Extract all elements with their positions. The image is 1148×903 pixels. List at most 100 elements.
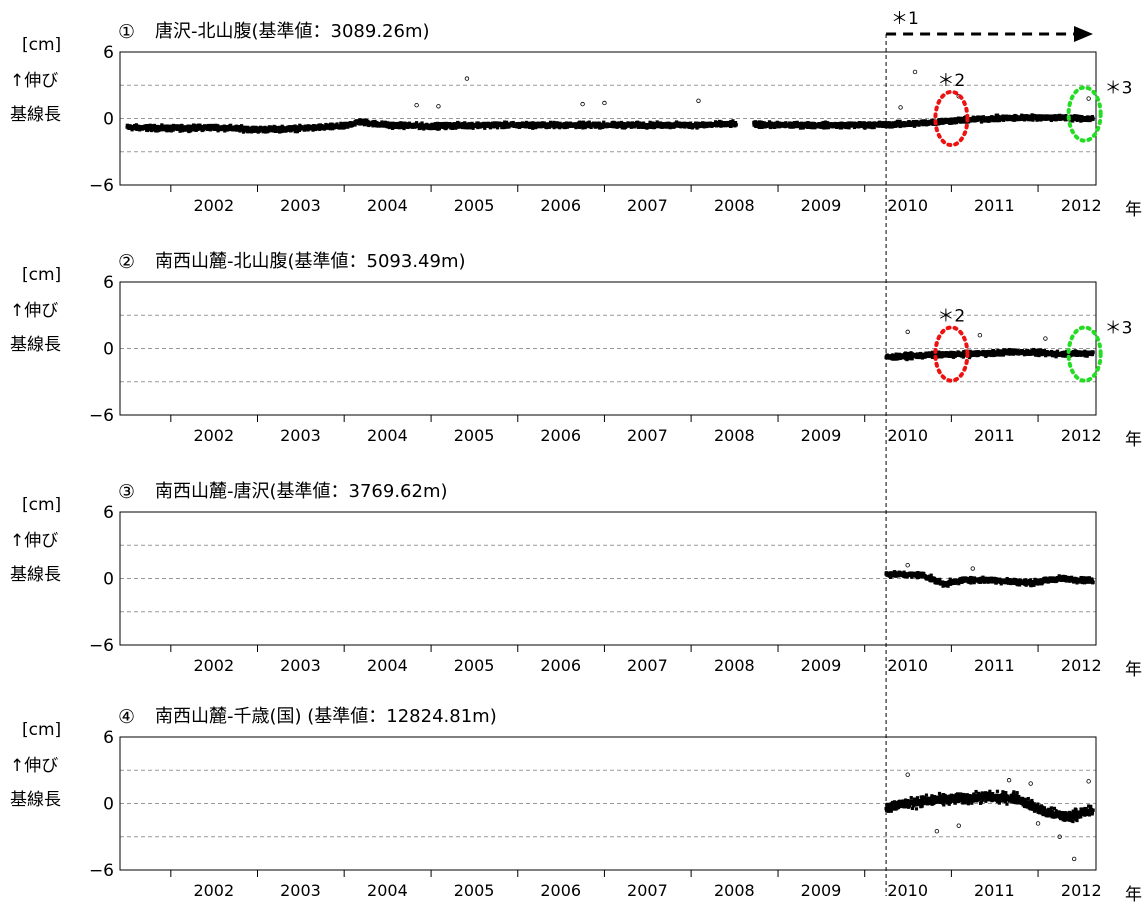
data-point: [488, 126, 493, 130]
panel-title: 南西山麓-北山腹(基準値：5093.49m): [155, 251, 466, 272]
x-tick-label: 2006: [540, 656, 581, 675]
x-tick-label: 2008: [714, 426, 755, 445]
y-tick-label: 0: [103, 110, 114, 130]
year-unit-label: 年: [1125, 200, 1142, 220]
data-point: [229, 123, 233, 127]
data-point: [558, 121, 562, 125]
panel-number: ①: [118, 21, 135, 43]
x-tick-label: 2007: [627, 196, 668, 215]
data-point: [505, 120, 509, 124]
annotation-ellipse: [933, 325, 970, 383]
data-point: [1039, 118, 1043, 122]
x-tick-label: 2010: [887, 426, 928, 445]
data-point: [899, 353, 903, 357]
x-tick-label: 2009: [801, 196, 842, 215]
data-point: [457, 121, 461, 125]
y-tick-label: 0: [103, 570, 114, 590]
data-point: [862, 121, 866, 125]
data-point: [867, 121, 872, 125]
data-point: [324, 122, 328, 127]
data-point: [1049, 118, 1053, 123]
data-point: [910, 357, 914, 361]
data-point: [1091, 350, 1095, 354]
data-point: [178, 129, 182, 133]
annotation-ellipse: [1066, 85, 1103, 143]
data-point: [1027, 114, 1031, 118]
outlier-point: [696, 98, 701, 103]
data-point: [806, 121, 810, 125]
data-point: [1075, 114, 1079, 118]
data-point: [273, 125, 277, 129]
data-point: [976, 115, 980, 119]
data-point: [407, 121, 412, 125]
data-point: [1064, 354, 1069, 358]
data-point: [430, 123, 435, 127]
data-point: [645, 126, 649, 130]
annotation-label: ＊2: [937, 71, 965, 91]
data-point: [990, 352, 995, 357]
data-point: [733, 121, 738, 125]
x-tick-label: 2004: [367, 656, 408, 675]
data-point: [219, 127, 223, 132]
data-point: [642, 121, 646, 125]
data-point: [731, 119, 735, 123]
data-point: [463, 121, 467, 125]
y-label-baseline-length: 基線長: [10, 565, 61, 585]
data-point: [389, 121, 393, 126]
data-point: [768, 120, 772, 125]
data-point: [180, 124, 184, 128]
plot-frame: [119, 51, 1097, 186]
x-tick-label: 2002: [193, 656, 234, 675]
data-point: [420, 121, 424, 125]
data-point: [1085, 354, 1089, 358]
outlier-point: [1043, 336, 1048, 341]
y-label-extension: ↑伸び: [10, 301, 58, 321]
x-tick-label: 2003: [280, 426, 321, 445]
data-point: [648, 120, 652, 124]
data-point: [383, 120, 387, 124]
y-label-baseline-length: 基線長: [10, 105, 61, 125]
y-tick-label: 6: [103, 273, 114, 293]
data-point: [188, 129, 193, 133]
outlier-point: [602, 100, 607, 106]
x-tick-label: 2012: [1061, 656, 1102, 675]
data-point: [587, 120, 591, 124]
data-point: [414, 121, 419, 125]
data-point: [1042, 349, 1047, 353]
x-tick-label: 2008: [714, 656, 755, 675]
unit-label: [cm]: [22, 35, 61, 55]
data-point: [1029, 352, 1033, 356]
outlier-point: [464, 76, 470, 81]
data-point: [734, 123, 738, 127]
data-point: [801, 126, 805, 130]
data-point: [130, 128, 134, 132]
y-tick-label: −6: [89, 636, 114, 656]
data-point: [1072, 353, 1076, 357]
data-point: [967, 355, 972, 360]
y-tick-label: −6: [89, 406, 114, 426]
annotation-ellipse: [1066, 325, 1103, 383]
x-tick-label: 2007: [627, 656, 668, 675]
data-point: [659, 122, 663, 126]
y-tick-label: −6: [89, 176, 114, 196]
data-point: [1026, 348, 1030, 353]
data-point: [1054, 355, 1058, 359]
data-point: [469, 126, 473, 130]
data-point: [225, 125, 229, 129]
data-point: [677, 121, 681, 125]
data-point: [1014, 118, 1018, 122]
data-point: [840, 126, 844, 130]
data-point: [907, 351, 911, 356]
data-point: [636, 120, 640, 124]
plot-frame: [119, 281, 1097, 416]
x-tick-label: 2009: [801, 656, 842, 675]
data-point: [531, 126, 535, 130]
data-point: [373, 119, 377, 124]
x-tick-label: 2006: [540, 426, 581, 445]
outlier-point: [414, 102, 419, 108]
data-point: [983, 350, 987, 354]
data-point: [872, 125, 876, 130]
data-point: [318, 127, 322, 131]
data-point: [1030, 348, 1034, 352]
data-point: [908, 357, 912, 361]
